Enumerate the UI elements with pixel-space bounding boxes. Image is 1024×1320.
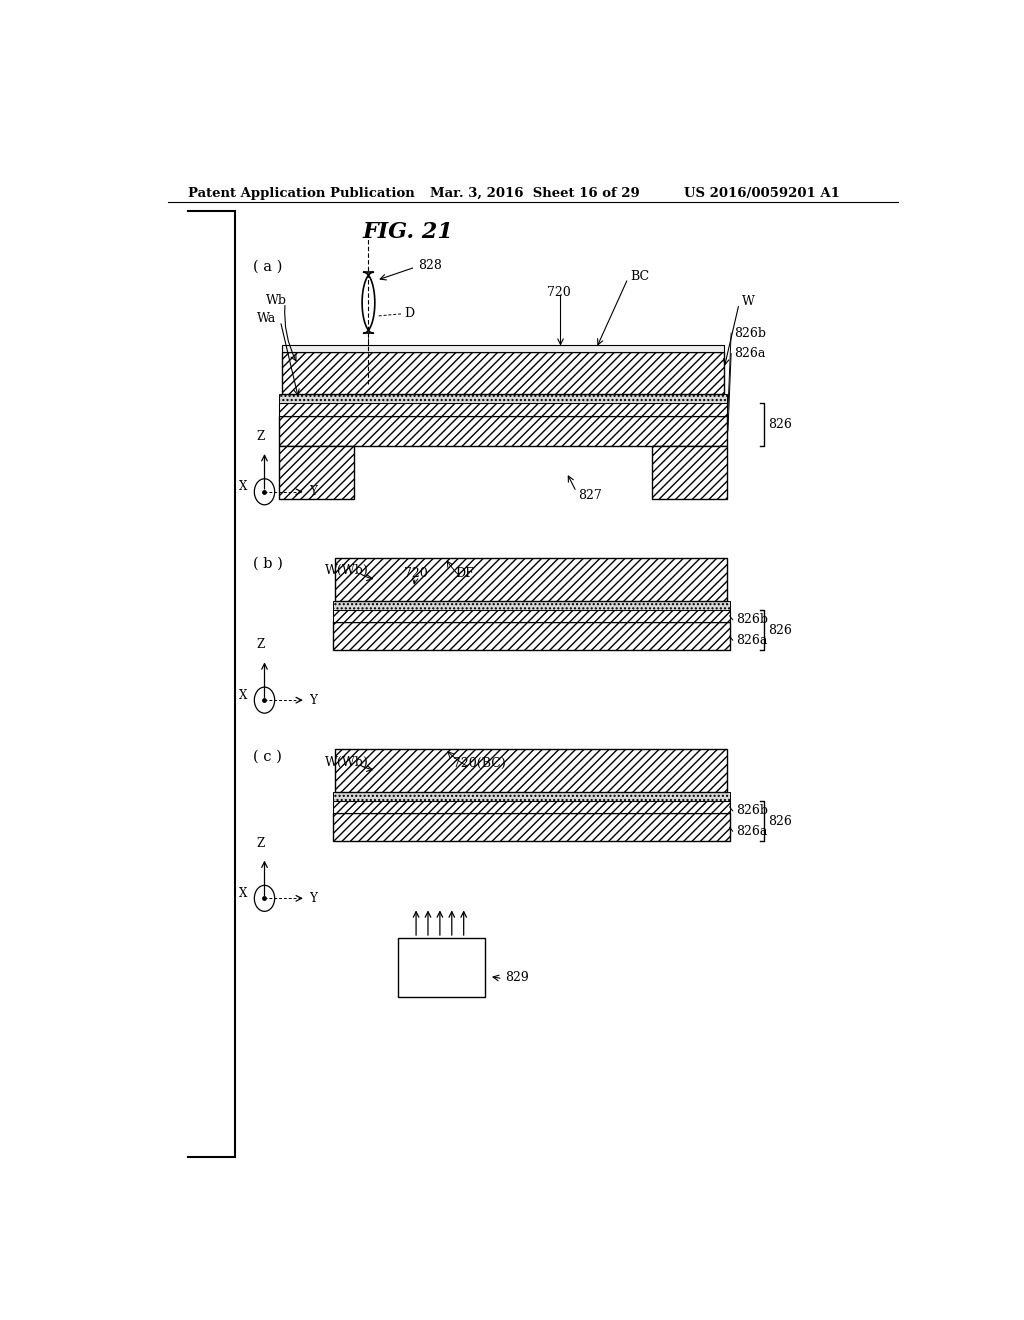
Text: X: X <box>239 887 247 900</box>
Text: 829: 829 <box>505 972 528 985</box>
Bar <box>282 351 724 395</box>
Text: Wa: Wa <box>257 313 275 326</box>
Text: X: X <box>239 480 247 494</box>
Text: Y: Y <box>309 892 316 904</box>
Text: Z: Z <box>256 639 264 651</box>
Bar <box>279 446 354 499</box>
Bar <box>279 416 727 446</box>
Text: Wb: Wb <box>266 294 287 308</box>
Text: 826: 826 <box>768 418 792 432</box>
Bar <box>279 404 727 416</box>
Text: ( b ): ( b ) <box>253 557 284 570</box>
Text: Mar. 3, 2016  Sheet 16 of 29: Mar. 3, 2016 Sheet 16 of 29 <box>430 187 639 199</box>
Text: 826b: 826b <box>734 327 766 339</box>
Bar <box>333 813 729 841</box>
Text: 826: 826 <box>768 814 792 828</box>
Text: W(Wb): W(Wb) <box>325 755 369 768</box>
Text: X: X <box>239 689 247 701</box>
Text: 826a: 826a <box>736 634 767 647</box>
Bar <box>333 610 729 622</box>
Bar <box>335 748 727 792</box>
Text: BC: BC <box>631 269 649 282</box>
Bar <box>333 801 729 813</box>
Text: D: D <box>404 308 415 321</box>
Text: Z: Z <box>256 837 264 850</box>
Text: 826a: 826a <box>734 347 766 360</box>
Text: ( a ): ( a ) <box>253 260 283 275</box>
Text: 826: 826 <box>768 623 792 636</box>
Bar <box>333 792 729 801</box>
Text: 720: 720 <box>404 566 428 579</box>
Bar <box>282 346 724 351</box>
Text: US 2016/0059201 A1: US 2016/0059201 A1 <box>684 187 840 199</box>
Text: W: W <box>741 296 755 308</box>
Text: 720: 720 <box>547 286 570 300</box>
Text: 828: 828 <box>418 259 441 272</box>
Bar <box>397 939 485 997</box>
Text: ( c ): ( c ) <box>253 750 283 764</box>
Text: 826a: 826a <box>736 825 767 838</box>
Bar <box>279 395 727 404</box>
Text: 720(BC): 720(BC) <box>454 756 506 770</box>
Bar <box>333 601 729 610</box>
Text: Patent Application Publication: Patent Application Publication <box>187 187 415 199</box>
Text: Y: Y <box>309 486 316 498</box>
Text: 827: 827 <box>578 490 602 503</box>
Text: 826b: 826b <box>736 614 768 627</box>
Text: Y: Y <box>309 693 316 706</box>
Bar <box>333 622 729 651</box>
Text: DF: DF <box>455 566 474 579</box>
Text: Z: Z <box>256 430 264 444</box>
Text: 826b: 826b <box>736 804 768 817</box>
Bar <box>335 558 727 601</box>
Bar <box>651 446 727 499</box>
Text: W(Wb): W(Wb) <box>325 564 369 577</box>
Text: FIG. 21: FIG. 21 <box>362 222 453 243</box>
